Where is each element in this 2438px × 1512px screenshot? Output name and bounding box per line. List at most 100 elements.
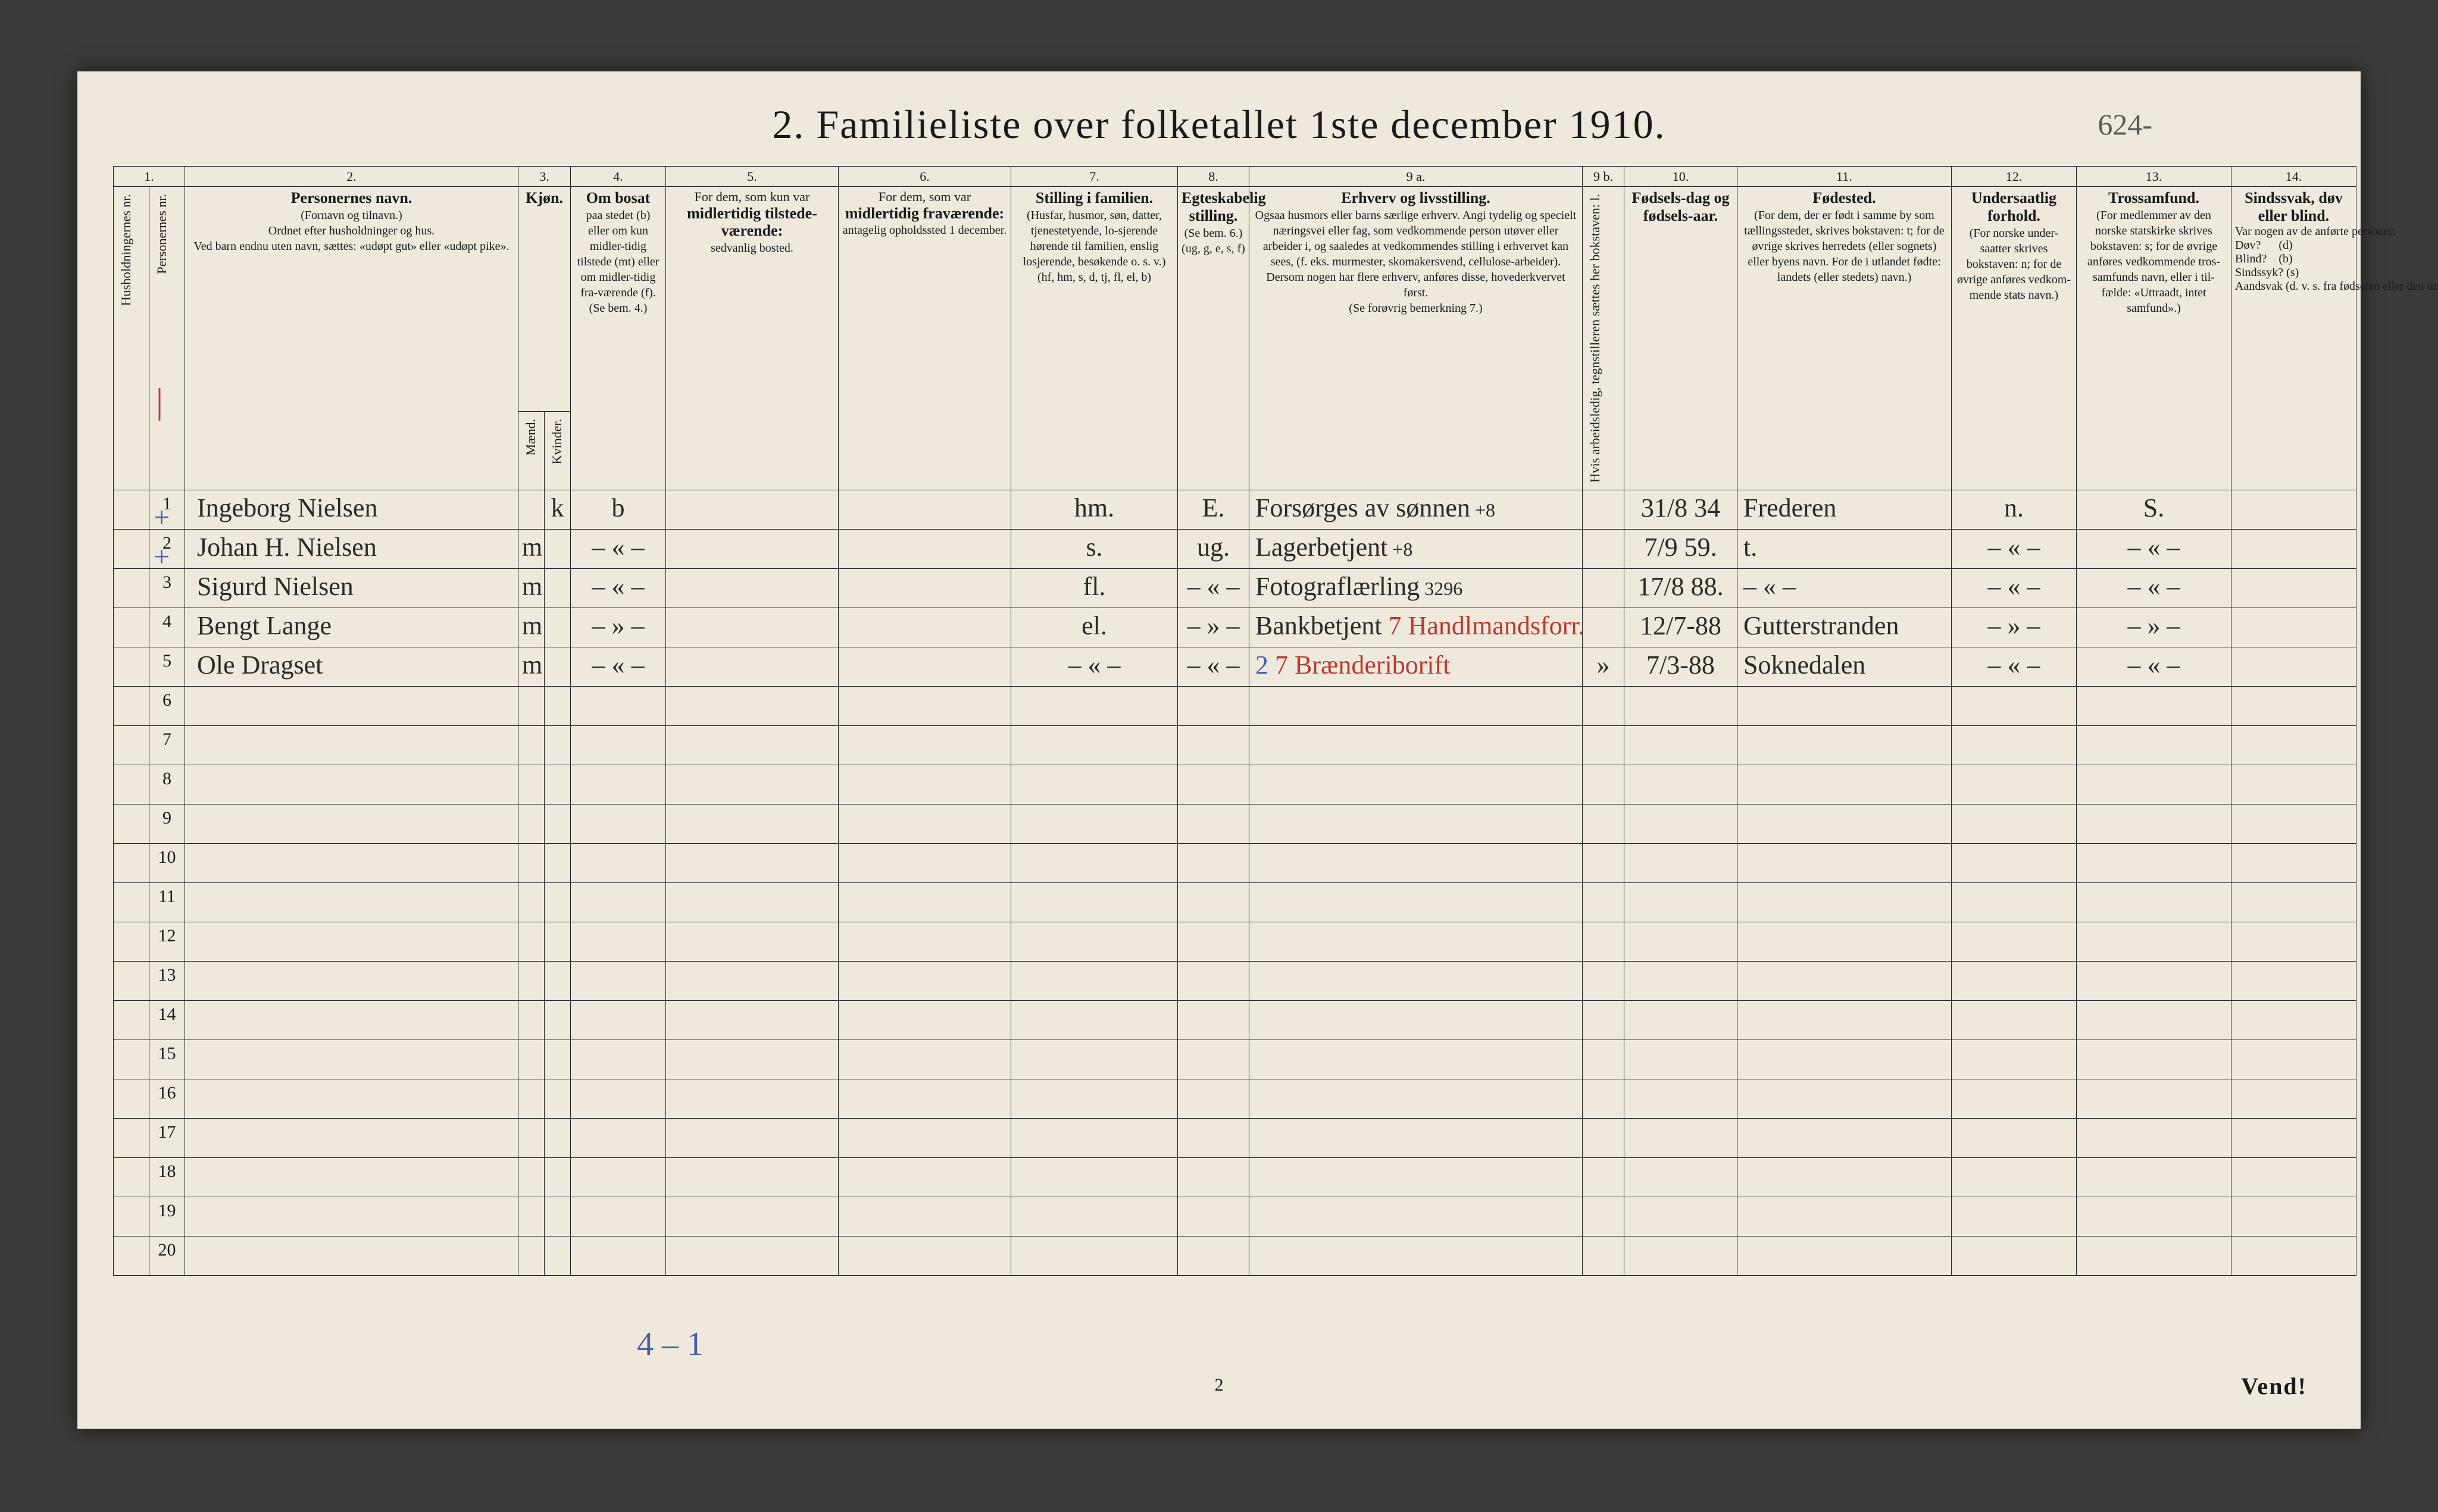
cell-blank [545, 962, 571, 1001]
cell-hnr [114, 883, 149, 922]
cell-hnr [114, 569, 149, 608]
cell-blank [1011, 804, 1178, 844]
cell-hnr [114, 844, 149, 883]
cell-blank [2231, 844, 2356, 883]
cell-hnr [114, 1158, 149, 1197]
cell-fam: – « – [1011, 647, 1178, 687]
cell-pnr: 11 [149, 883, 185, 922]
hdr-tros-title: Trossamfund. [2108, 189, 2199, 206]
cell-blank [1583, 962, 1624, 1001]
table-row-blank: 15 [114, 1040, 2356, 1079]
cell-blank [839, 687, 1011, 726]
cell-fam: s. [1011, 530, 1178, 569]
cell-blank [185, 883, 518, 922]
cell-blank [1952, 1001, 2077, 1040]
cell-pnr: 16 [149, 1079, 185, 1119]
cell-tros: – » – [2077, 608, 2231, 647]
cell-blank [1249, 1040, 1583, 1079]
cell-hnr [114, 1197, 149, 1236]
cell-blank [1737, 962, 1952, 1001]
cell-hnr [114, 726, 149, 765]
cell-blank [185, 1197, 518, 1236]
cell-blank [1249, 1079, 1583, 1119]
table-row: 5Ole Dragsetm– « –– « –– « – 2 7 Brænder… [114, 647, 2356, 687]
cell-blank [185, 1119, 518, 1158]
cell-blank [518, 1158, 545, 1197]
cell-blank [1249, 922, 1583, 962]
cell-blank [1583, 1040, 1624, 1079]
cell-blank [571, 1040, 666, 1079]
cell-blank [1737, 1197, 1952, 1236]
cell-blank [1737, 804, 1952, 844]
cell-blank [1178, 962, 1249, 1001]
hdr-husholdning: Husholdningernes nr. [114, 187, 149, 490]
cell-blank [2231, 1079, 2356, 1119]
cell-blank [571, 1197, 666, 1236]
hdr-familie-body: (Husfar, husmor, søn, datter, tjenestety… [1023, 209, 1166, 268]
cell-blank [1178, 765, 1249, 804]
cell-pnr: 9 [149, 804, 185, 844]
hdr-erhverv-body: Ogsaa husmors eller barns særlige erhver… [1255, 209, 1577, 299]
cell-blank [185, 804, 518, 844]
cell-blank [2231, 1040, 2356, 1079]
cell-blank [1583, 804, 1624, 844]
cell-blank [2077, 962, 2231, 1001]
viewport: | + + 2. Familieliste over folketallet 1… [0, 0, 2438, 1512]
margin-plus-row4: + [154, 501, 170, 534]
cell-blank [545, 1001, 571, 1040]
table-row-blank: 12 [114, 922, 2356, 962]
cell-blank [1249, 1001, 1583, 1040]
colnum-14: 14. [2231, 167, 2356, 187]
cell-blank [571, 804, 666, 844]
cell-mf [839, 490, 1011, 530]
cell-blank [1583, 922, 1624, 962]
cell-hnr [114, 922, 149, 962]
cell-blank [1178, 1001, 1249, 1040]
cell-blank [1737, 687, 1952, 726]
cell-hnr [114, 962, 149, 1001]
paper-sheet: | + + 2. Familieliste over folketallet 1… [77, 71, 2361, 1429]
cell-blank [1178, 922, 1249, 962]
cell-blank [1737, 922, 1952, 962]
cell-blank [185, 844, 518, 883]
hdr-personnr: Personernes nr. [149, 187, 185, 490]
cell-blank [518, 1236, 545, 1276]
cell-blank [1583, 1079, 1624, 1119]
cell-blank [1737, 1236, 1952, 1276]
cell-blank [1583, 726, 1624, 765]
hdr-sinds-title: Sindssvak, døv eller blind. [2245, 189, 2343, 224]
cell-blank [1583, 765, 1624, 804]
cell-blank [545, 1236, 571, 1276]
cell-mf [839, 608, 1011, 647]
cell-blank [1624, 844, 1737, 883]
cell-blank [1178, 1079, 1249, 1119]
cell-under: n. [1952, 490, 2077, 530]
table-row-blank: 14 [114, 1001, 2356, 1040]
cell-blank [1624, 1119, 1737, 1158]
cell-sex-k [545, 608, 571, 647]
cell-blank [1583, 883, 1624, 922]
hdr-bosat-body: paa stedet (b) eller om kun midler-tidig… [577, 209, 659, 299]
cell-sinds [2231, 530, 2356, 569]
cell-blank [839, 922, 1011, 962]
cell-under: – « – [1952, 647, 2077, 687]
cell-blank [1952, 844, 2077, 883]
cell-mf [839, 530, 1011, 569]
cell-blank [1583, 1197, 1624, 1236]
erhverv-text: Bankbetjent [1255, 611, 1382, 640]
cell-blank [666, 1001, 839, 1040]
cell-hnr [114, 608, 149, 647]
cell-blank [1624, 1040, 1737, 1079]
cell-blank [1011, 1079, 1178, 1119]
cell-blank [545, 726, 571, 765]
tally-annotation: 4 – 1 [637, 1325, 704, 1363]
cell-blank [1583, 687, 1624, 726]
title-row: 2. Familieliste over folketallet 1ste de… [113, 101, 2325, 148]
cell-blank [1249, 962, 1583, 1001]
cell-erhverv: Lagerbetjent +8 [1249, 530, 1583, 569]
cell-blank [518, 1040, 545, 1079]
cell-blank [666, 804, 839, 844]
cell-pnr: 19 [149, 1197, 185, 1236]
cell-blank [666, 844, 839, 883]
cell-blank [1011, 1001, 1178, 1040]
